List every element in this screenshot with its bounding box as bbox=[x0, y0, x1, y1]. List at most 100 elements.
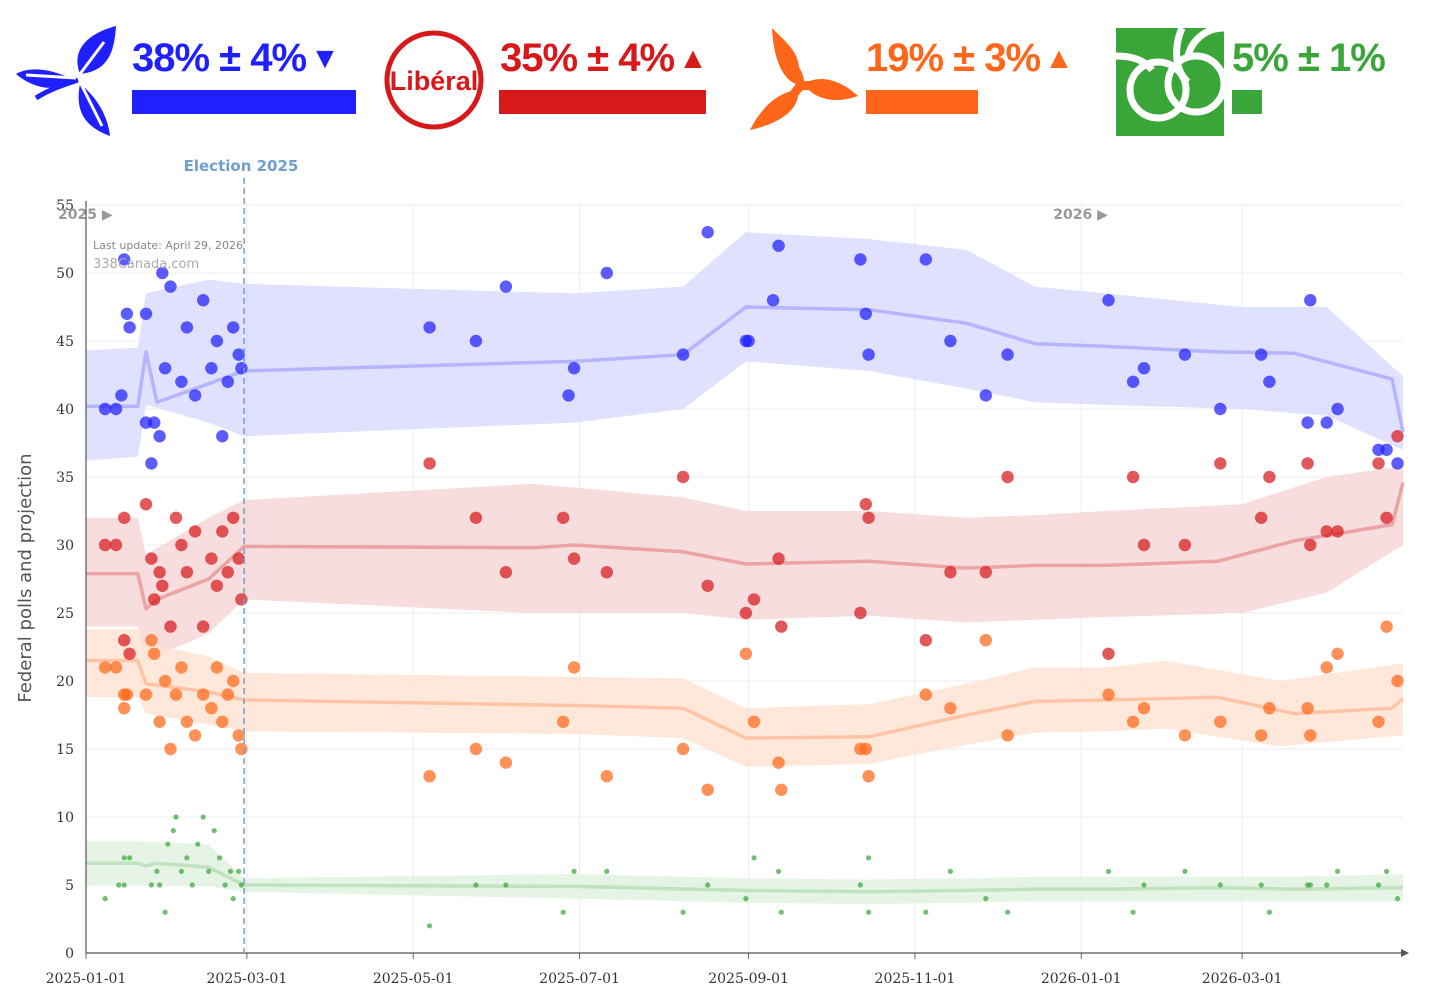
ndp-poll-point bbox=[188, 729, 202, 742]
liberal-poll-point bbox=[123, 647, 136, 660]
green-poll-point bbox=[705, 882, 711, 888]
ndp-poll-point bbox=[1178, 729, 1192, 742]
ndp-poll-point bbox=[145, 634, 158, 647]
y-axis-title: Federal polls and projection bbox=[15, 453, 36, 702]
green-poll-point bbox=[1394, 896, 1401, 902]
green-poll-point bbox=[173, 814, 179, 820]
conservative-poll-point bbox=[118, 253, 131, 266]
liberal-poll-point bbox=[205, 552, 218, 565]
conservative-poll-point bbox=[676, 348, 690, 361]
green-poll-point bbox=[227, 868, 234, 875]
liberal-poll-point bbox=[235, 593, 248, 606]
liberal-poll-point bbox=[944, 566, 957, 579]
conservative-poll-point bbox=[859, 307, 872, 320]
liberal-poll-point bbox=[148, 593, 161, 606]
conservative-poll-point bbox=[1255, 348, 1268, 361]
liberal-poll-point bbox=[180, 566, 194, 579]
liberal-poll-point bbox=[216, 525, 229, 538]
conservative-poll-point bbox=[499, 280, 513, 293]
green-poll-point bbox=[776, 868, 782, 875]
ndp-estimate: 19% ± 3% ▲ bbox=[866, 36, 1074, 81]
y-tick-label: 45 bbox=[56, 334, 74, 350]
polls-projection-chart: 0 5 10 15 20 25 30 35 40 45 50 55 2025-01-01 2025-03-… bbox=[15, 157, 1409, 987]
chart-axes: 0 5 10 15 20 25 30 35 40 45 50 55 2025-01-01 2025-03-… bbox=[46, 178, 1409, 987]
liberal-poll-point bbox=[156, 579, 169, 592]
conservative-poll-point bbox=[98, 402, 112, 416]
conservative-poll-point bbox=[1301, 416, 1314, 429]
liberal-poll-point bbox=[1102, 647, 1115, 660]
gpc-estimate-text: 5% ± 1% bbox=[1232, 36, 1386, 80]
conservative-poll-point bbox=[979, 389, 992, 402]
ndp-poll-point bbox=[739, 647, 753, 660]
y-tick-label: 55 bbox=[56, 198, 74, 214]
y-tick-label: 5 bbox=[65, 878, 74, 894]
conservative-poll-point bbox=[469, 334, 483, 348]
liberal-poll-point bbox=[1331, 525, 1344, 538]
x-tick-label: 2026-01-01 bbox=[1041, 971, 1122, 987]
conservative-poll-point bbox=[164, 280, 177, 293]
green-poll-point bbox=[238, 882, 244, 888]
conservative-poll-point bbox=[1391, 457, 1404, 470]
cpc-estimate-text: 38% ± 4% bbox=[132, 36, 307, 80]
liberal-poll-point bbox=[227, 511, 240, 524]
election-event-label: Election 2025 bbox=[184, 157, 299, 175]
conservative-poll-point bbox=[235, 362, 248, 375]
liberal-poll-point bbox=[118, 511, 131, 524]
green-poll-point bbox=[184, 855, 190, 861]
conservative-poll-point bbox=[109, 402, 123, 416]
y-tick-label: 40 bbox=[56, 402, 74, 418]
liberal-poll-point bbox=[1126, 470, 1140, 484]
conservative-poll-point bbox=[123, 321, 136, 334]
liberal-poll-point bbox=[747, 593, 761, 606]
ndp-poll-point bbox=[221, 688, 234, 701]
conservative-poll-point bbox=[772, 239, 785, 252]
ndp-poll-point bbox=[118, 702, 131, 715]
ndp-trend-icon: ▲ bbox=[1044, 42, 1074, 75]
green-poll-point bbox=[503, 882, 509, 888]
source-note: 338Canada.com bbox=[93, 257, 199, 272]
cpc-estimate: 38% ± 4% ▼ bbox=[132, 36, 340, 81]
liberal-poll-point bbox=[153, 566, 166, 579]
green-poll-point bbox=[1130, 909, 1136, 915]
liberal-poll-point bbox=[557, 511, 570, 524]
conservative-poll-point bbox=[701, 226, 714, 239]
conservative-poll-point bbox=[919, 253, 932, 266]
green-poll-point bbox=[200, 814, 206, 820]
green-poll-point bbox=[121, 882, 127, 888]
y-tick-label: 30 bbox=[56, 538, 74, 554]
green-poll-point bbox=[178, 868, 184, 875]
y-tick-label: 20 bbox=[56, 674, 74, 690]
conservative-logo-icon bbox=[16, 26, 116, 136]
conservative-poll-point bbox=[1380, 443, 1393, 456]
ndp-poll-point bbox=[1255, 729, 1268, 742]
conservative-poll-point bbox=[153, 430, 166, 443]
conservative-poll-point bbox=[210, 334, 224, 348]
green-poll-point bbox=[1384, 868, 1390, 875]
liberal-poll-point bbox=[145, 552, 158, 565]
green-poll-point bbox=[560, 909, 566, 915]
ndp-poll-point bbox=[772, 756, 785, 769]
ndp-poll-point bbox=[197, 688, 210, 701]
projection-header: 38% ± 4% ▼ Libéral 35% ± 4% ▲ 19% ± 3% ▲ 5 bbox=[0, 0, 1440, 150]
ndp-poll-point bbox=[1320, 661, 1333, 674]
green-poll-point bbox=[148, 882, 154, 888]
gpc-share-bar bbox=[1232, 90, 1262, 114]
conservative-poll-point bbox=[1001, 348, 1014, 361]
ndp-poll-point bbox=[862, 770, 875, 783]
conservative-poll-point bbox=[742, 334, 755, 348]
x-tick-label: 2025-11-01 bbox=[875, 971, 956, 987]
liberal-poll-point bbox=[1301, 457, 1314, 470]
green-poll-point bbox=[1182, 868, 1188, 875]
lpc-estimate: 35% ± 4% ▲ bbox=[500, 36, 708, 81]
lpc-trend-icon: ▲ bbox=[678, 42, 708, 75]
ndp-poll-point bbox=[120, 688, 134, 701]
liberal-poll-point bbox=[118, 634, 131, 647]
green-poll-point bbox=[1324, 882, 1330, 888]
liberal-poll-point bbox=[469, 511, 483, 524]
green-confidence-band bbox=[86, 841, 1403, 904]
y-tick-label: 50 bbox=[56, 266, 74, 282]
liberal-poll-point bbox=[1137, 538, 1151, 552]
liberal-poll-point bbox=[739, 606, 753, 620]
green-poll-point bbox=[1307, 882, 1313, 888]
conservative-poll-point bbox=[175, 375, 188, 388]
